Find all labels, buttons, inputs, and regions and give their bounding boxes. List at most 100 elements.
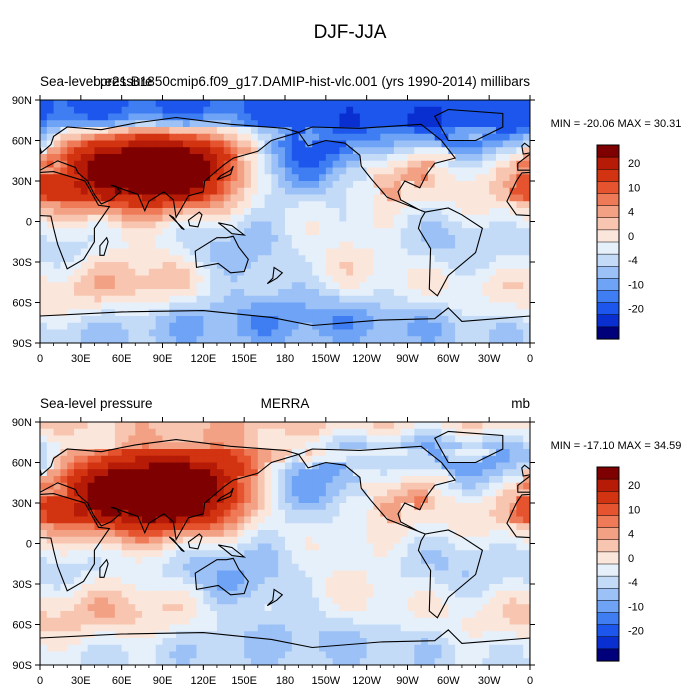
field-cell: [312, 295, 320, 304]
field-cell: [414, 611, 422, 619]
field-cell: [210, 322, 218, 331]
field-cell: [448, 160, 456, 169]
field-cell: [189, 604, 198, 612]
field-cell: [312, 570, 320, 578]
field-cell: [359, 617, 368, 626]
field-cell: [359, 557, 368, 565]
field-cell: [400, 516, 409, 524]
field-cell: [366, 235, 375, 243]
field-cell: [400, 435, 409, 443]
field-cell: [421, 577, 429, 585]
field-cell: [176, 536, 184, 545]
field-cell: [319, 214, 327, 223]
field-cell: [455, 147, 463, 155]
field-cell: [366, 255, 375, 263]
field-cell: [271, 221, 279, 229]
field-cell: [121, 496, 130, 504]
field-cell: [155, 255, 164, 263]
field-cell: [393, 557, 402, 565]
field-cell: [516, 516, 524, 524]
field-cell: [312, 516, 320, 524]
field-cell: [203, 503, 211, 511]
field-cell: [196, 167, 204, 175]
field-cell: [108, 503, 116, 511]
field-cell: [387, 289, 395, 297]
field-cell: [502, 106, 511, 115]
field-cell: [162, 133, 170, 142]
field-cell: [216, 167, 225, 175]
field-cell: [264, 590, 272, 599]
field-cell: [502, 174, 511, 182]
field-cell: [176, 167, 184, 175]
field-cell: [509, 336, 517, 343]
field-cell: [325, 228, 334, 236]
field-cell: [203, 530, 211, 538]
field-cell: [196, 482, 204, 491]
field-cell: [121, 570, 130, 578]
field-cell: [427, 503, 436, 511]
field-cell: [380, 476, 388, 484]
field-cell: [475, 590, 483, 599]
field-cell: [427, 302, 436, 310]
field-cell: [162, 550, 170, 558]
field-cell: [427, 449, 436, 457]
field-cell: [325, 275, 334, 283]
field-cell: [441, 147, 449, 155]
field-cell: [366, 563, 375, 572]
field-cell: [373, 503, 381, 511]
field-cell: [285, 275, 293, 283]
field-cell: [359, 530, 368, 538]
coastline-madagascar: [99, 236, 109, 256]
field-cell: [210, 557, 218, 565]
field-cell: [393, 235, 402, 243]
field-cell: [400, 106, 409, 115]
field-cell: [53, 201, 62, 209]
field-cell: [250, 221, 259, 229]
field-cell: [203, 113, 211, 121]
field-cell: [305, 536, 313, 545]
field-cell: [101, 154, 109, 162]
field-cell: [400, 449, 409, 457]
field-cell: [169, 442, 177, 450]
field-cell: [40, 160, 48, 169]
field-cell: [502, 570, 511, 578]
field-cell: [210, 617, 218, 626]
field-cell: [40, 536, 48, 545]
field-cell: [359, 428, 368, 437]
field-cell: [516, 282, 524, 290]
field-cell: [400, 154, 409, 162]
field-cell: [203, 187, 211, 196]
field-cell: [142, 241, 150, 250]
field-cell: [359, 570, 368, 578]
field-cell: [223, 624, 232, 632]
field-cell: [461, 476, 470, 484]
field-cell: [468, 509, 477, 518]
field-cell: [291, 214, 300, 223]
field-cell: [353, 604, 361, 612]
field-cell: [489, 624, 497, 632]
field-cell: [278, 469, 286, 477]
field-cell: [482, 482, 490, 491]
field-cell: [67, 422, 75, 430]
field-cell: [475, 329, 483, 337]
field-cell: [461, 147, 470, 155]
field-cell: [325, 309, 334, 317]
field-cell: [312, 268, 320, 277]
field-cell: [393, 289, 402, 297]
field-cell: [244, 516, 252, 524]
field-cell: [285, 455, 293, 464]
field-cell: [414, 133, 422, 142]
field-cell: [353, 133, 361, 142]
field-cell: [128, 221, 136, 229]
field-cell: [414, 496, 422, 504]
field-cell: [40, 543, 48, 551]
field-cell: [346, 536, 354, 545]
field-cell: [489, 584, 497, 592]
field-cell: [482, 336, 490, 343]
field-cell: [142, 329, 150, 337]
field-cell: [142, 530, 150, 538]
field-cell: [237, 201, 245, 209]
field-cell: [332, 550, 341, 558]
field-cell: [53, 597, 62, 605]
field-cell: [101, 289, 109, 297]
